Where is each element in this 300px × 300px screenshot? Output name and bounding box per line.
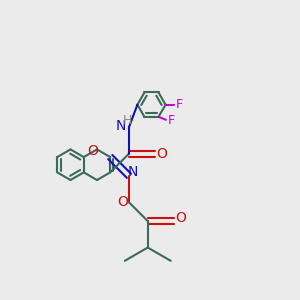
- Text: O: O: [175, 211, 186, 225]
- Text: F: F: [176, 98, 183, 111]
- Text: H: H: [123, 114, 132, 127]
- Text: O: O: [157, 147, 167, 160]
- Text: F: F: [168, 114, 175, 127]
- Text: O: O: [117, 195, 128, 209]
- Text: N: N: [116, 119, 126, 133]
- Text: O: O: [87, 144, 98, 158]
- Text: N: N: [127, 165, 138, 179]
